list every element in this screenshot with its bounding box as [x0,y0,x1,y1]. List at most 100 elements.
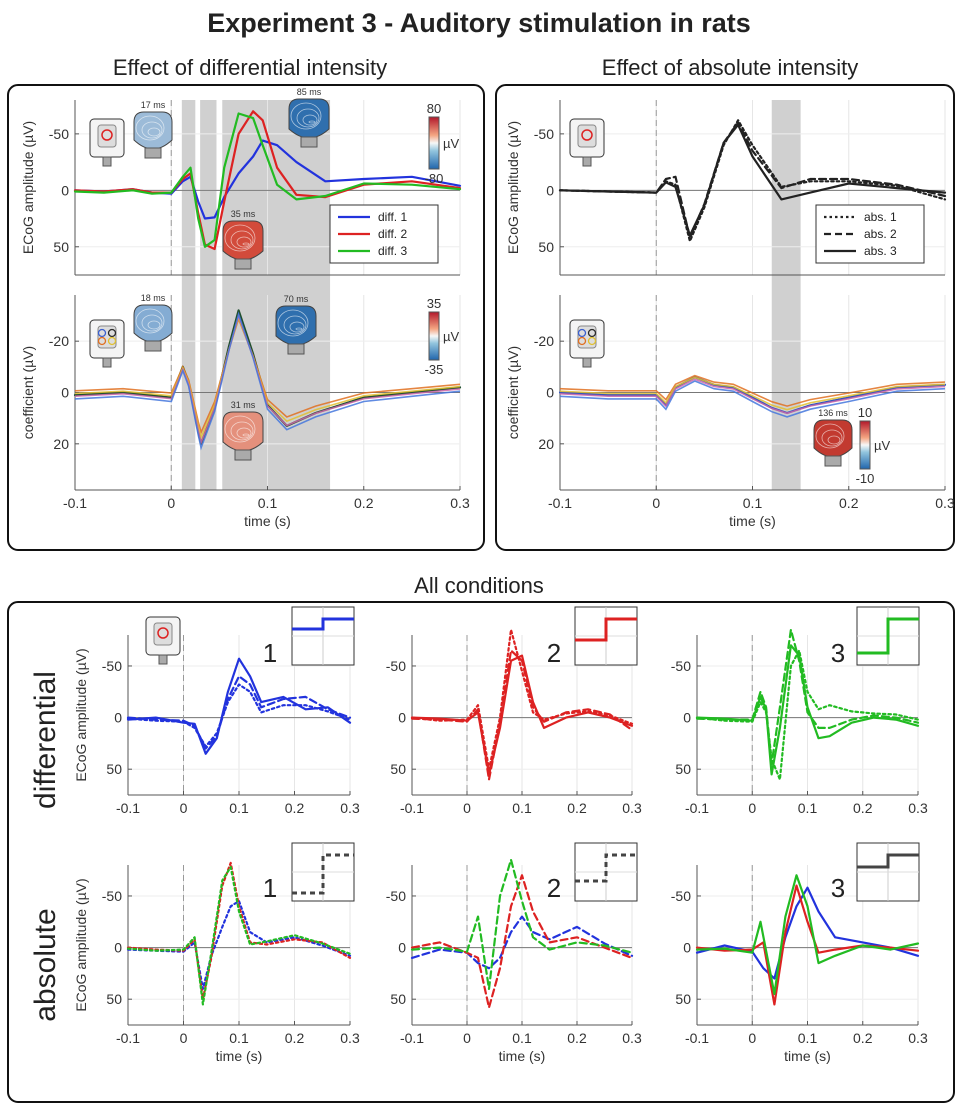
series-line [695,628,920,766]
topo-contour [290,102,322,130]
electrode-ring [581,129,593,141]
right-panel-frame [495,84,955,551]
topo-stem [287,343,305,355]
y-axis-label: ECoG amplitude (µV) [505,121,521,254]
x-tick-label: -0.1 [400,1030,424,1046]
topo-contour [230,421,254,441]
head-stem [158,654,168,665]
channel-line [559,374,946,407]
legend-diff: diff. 1 diff. 2 diff. 3 [329,204,439,264]
topo-stem [234,258,252,270]
head-icon-abs-coef [569,319,605,368]
topo-contour [141,121,163,139]
colorbar-max: 80 [427,101,441,116]
y-axis-label: coefficient (µV) [20,346,36,439]
electrode-ring [101,129,113,141]
channel-line [559,378,946,415]
legend-label: abs. 1 [864,210,897,224]
electrode-ring [587,336,597,346]
inset-abs-3 [856,842,920,902]
condition-number: 1 [263,873,277,903]
row-label-absolute: absolute [29,908,62,1021]
topo-stem [144,147,162,159]
topo-85ms: 85 ms [288,87,330,148]
series-line [126,865,352,1006]
x-tick-label: 0.1 [512,1030,532,1046]
series-line [410,649,634,781]
topo-label: 17 ms [141,100,166,110]
colorbar-unit: µV [443,329,459,344]
topo-contour [295,327,303,331]
y-axis-label: ECoG amplitude (µV) [73,878,89,1011]
electrode-ring [107,336,117,346]
y-axis-label: ECoG amplitude (µV) [73,648,89,781]
x-tick-label: 0 [180,1030,188,1046]
chart-7: -50 0 50 -0.1 0 0.1 0.2 0.3 time (s) ECoG amplitu… [73,861,360,1064]
y-tick-label: 0 [546,385,554,401]
condition-number: 1 [263,638,277,668]
colorbar-min: -35 [425,362,444,377]
topo-map [288,98,330,139]
topo-contour [308,120,316,124]
x-tick-label: 0 [180,800,188,816]
electrode-ring [587,328,597,338]
colorbar-bar [428,311,440,361]
shaded-interval [771,100,801,490]
colorbar-min: -80 [425,171,444,186]
inset-step [857,617,919,655]
x-tick-label: 0.2 [839,495,859,511]
bottom-panel-frame [7,601,955,1103]
y-tick-label: 20 [538,436,554,452]
topo-map [222,220,264,261]
y-tick-label: 0 [398,710,406,726]
x-tick-label: 0.2 [354,495,374,511]
x-tick-label: 0.3 [622,1030,642,1046]
inset-step [292,617,354,631]
chart-2: -50 0 50 ECoG amplitude (µV) [505,100,947,490]
chart-1: -20 0 20 -0.1 0 0.1 0.2 0.3 time (s) coefficient … [20,295,470,529]
topo-map [222,411,264,452]
series-line [126,683,352,748]
topo-18ms: 18 ms [133,293,173,352]
topo-70ms: 70 ms [275,294,317,355]
x-tick-label: 0 [167,495,175,511]
x-tick-label: 0.2 [567,800,587,816]
electrode-ring [577,336,587,346]
x-tick-label: 0.3 [908,1030,928,1046]
bottom-title: All conditions [414,573,544,598]
topo-contour [289,321,305,333]
y-tick-label: -50 [102,888,122,904]
x-tick-label: 0.1 [258,495,278,511]
head-skull [97,325,117,349]
x-tick-label: 0 [463,800,471,816]
topo-contour [141,314,163,332]
topo-map [133,304,173,343]
topo-35ms: 35 ms [222,209,264,270]
right-panel-title: Effect of absolute intensity [602,55,858,80]
x-tick-label: 0 [652,495,660,511]
electrode-ring [107,328,117,338]
x-tick-label: 0.3 [935,495,955,511]
series-line [695,649,920,781]
head-stem [102,156,112,167]
x-tick-label: 0 [748,800,756,816]
head-stem [582,357,592,368]
chart-9: -50 0 50 -0.1 0 0.1 0.2 0.3 time (s) [671,865,928,1064]
y-tick-label: 50 [390,991,406,1007]
topo-31ms: 31 ms [222,400,264,461]
y-tick-label: -50 [102,658,122,674]
y-tick-label: 0 [683,710,691,726]
y-tick-label: 50 [675,761,691,777]
topo-contour [135,308,165,334]
y-tick-label: 50 [53,239,69,255]
x-tick-label: 0.1 [798,800,818,816]
x-tick-label: -0.1 [548,495,572,511]
series-line [558,123,947,237]
x-tick-label: 0.2 [853,800,873,816]
inset-diff-1 [291,606,355,666]
inset-step [857,853,919,869]
x-tick-label: 0.1 [512,800,532,816]
topo-contour [277,309,309,337]
legend-box [815,204,925,264]
